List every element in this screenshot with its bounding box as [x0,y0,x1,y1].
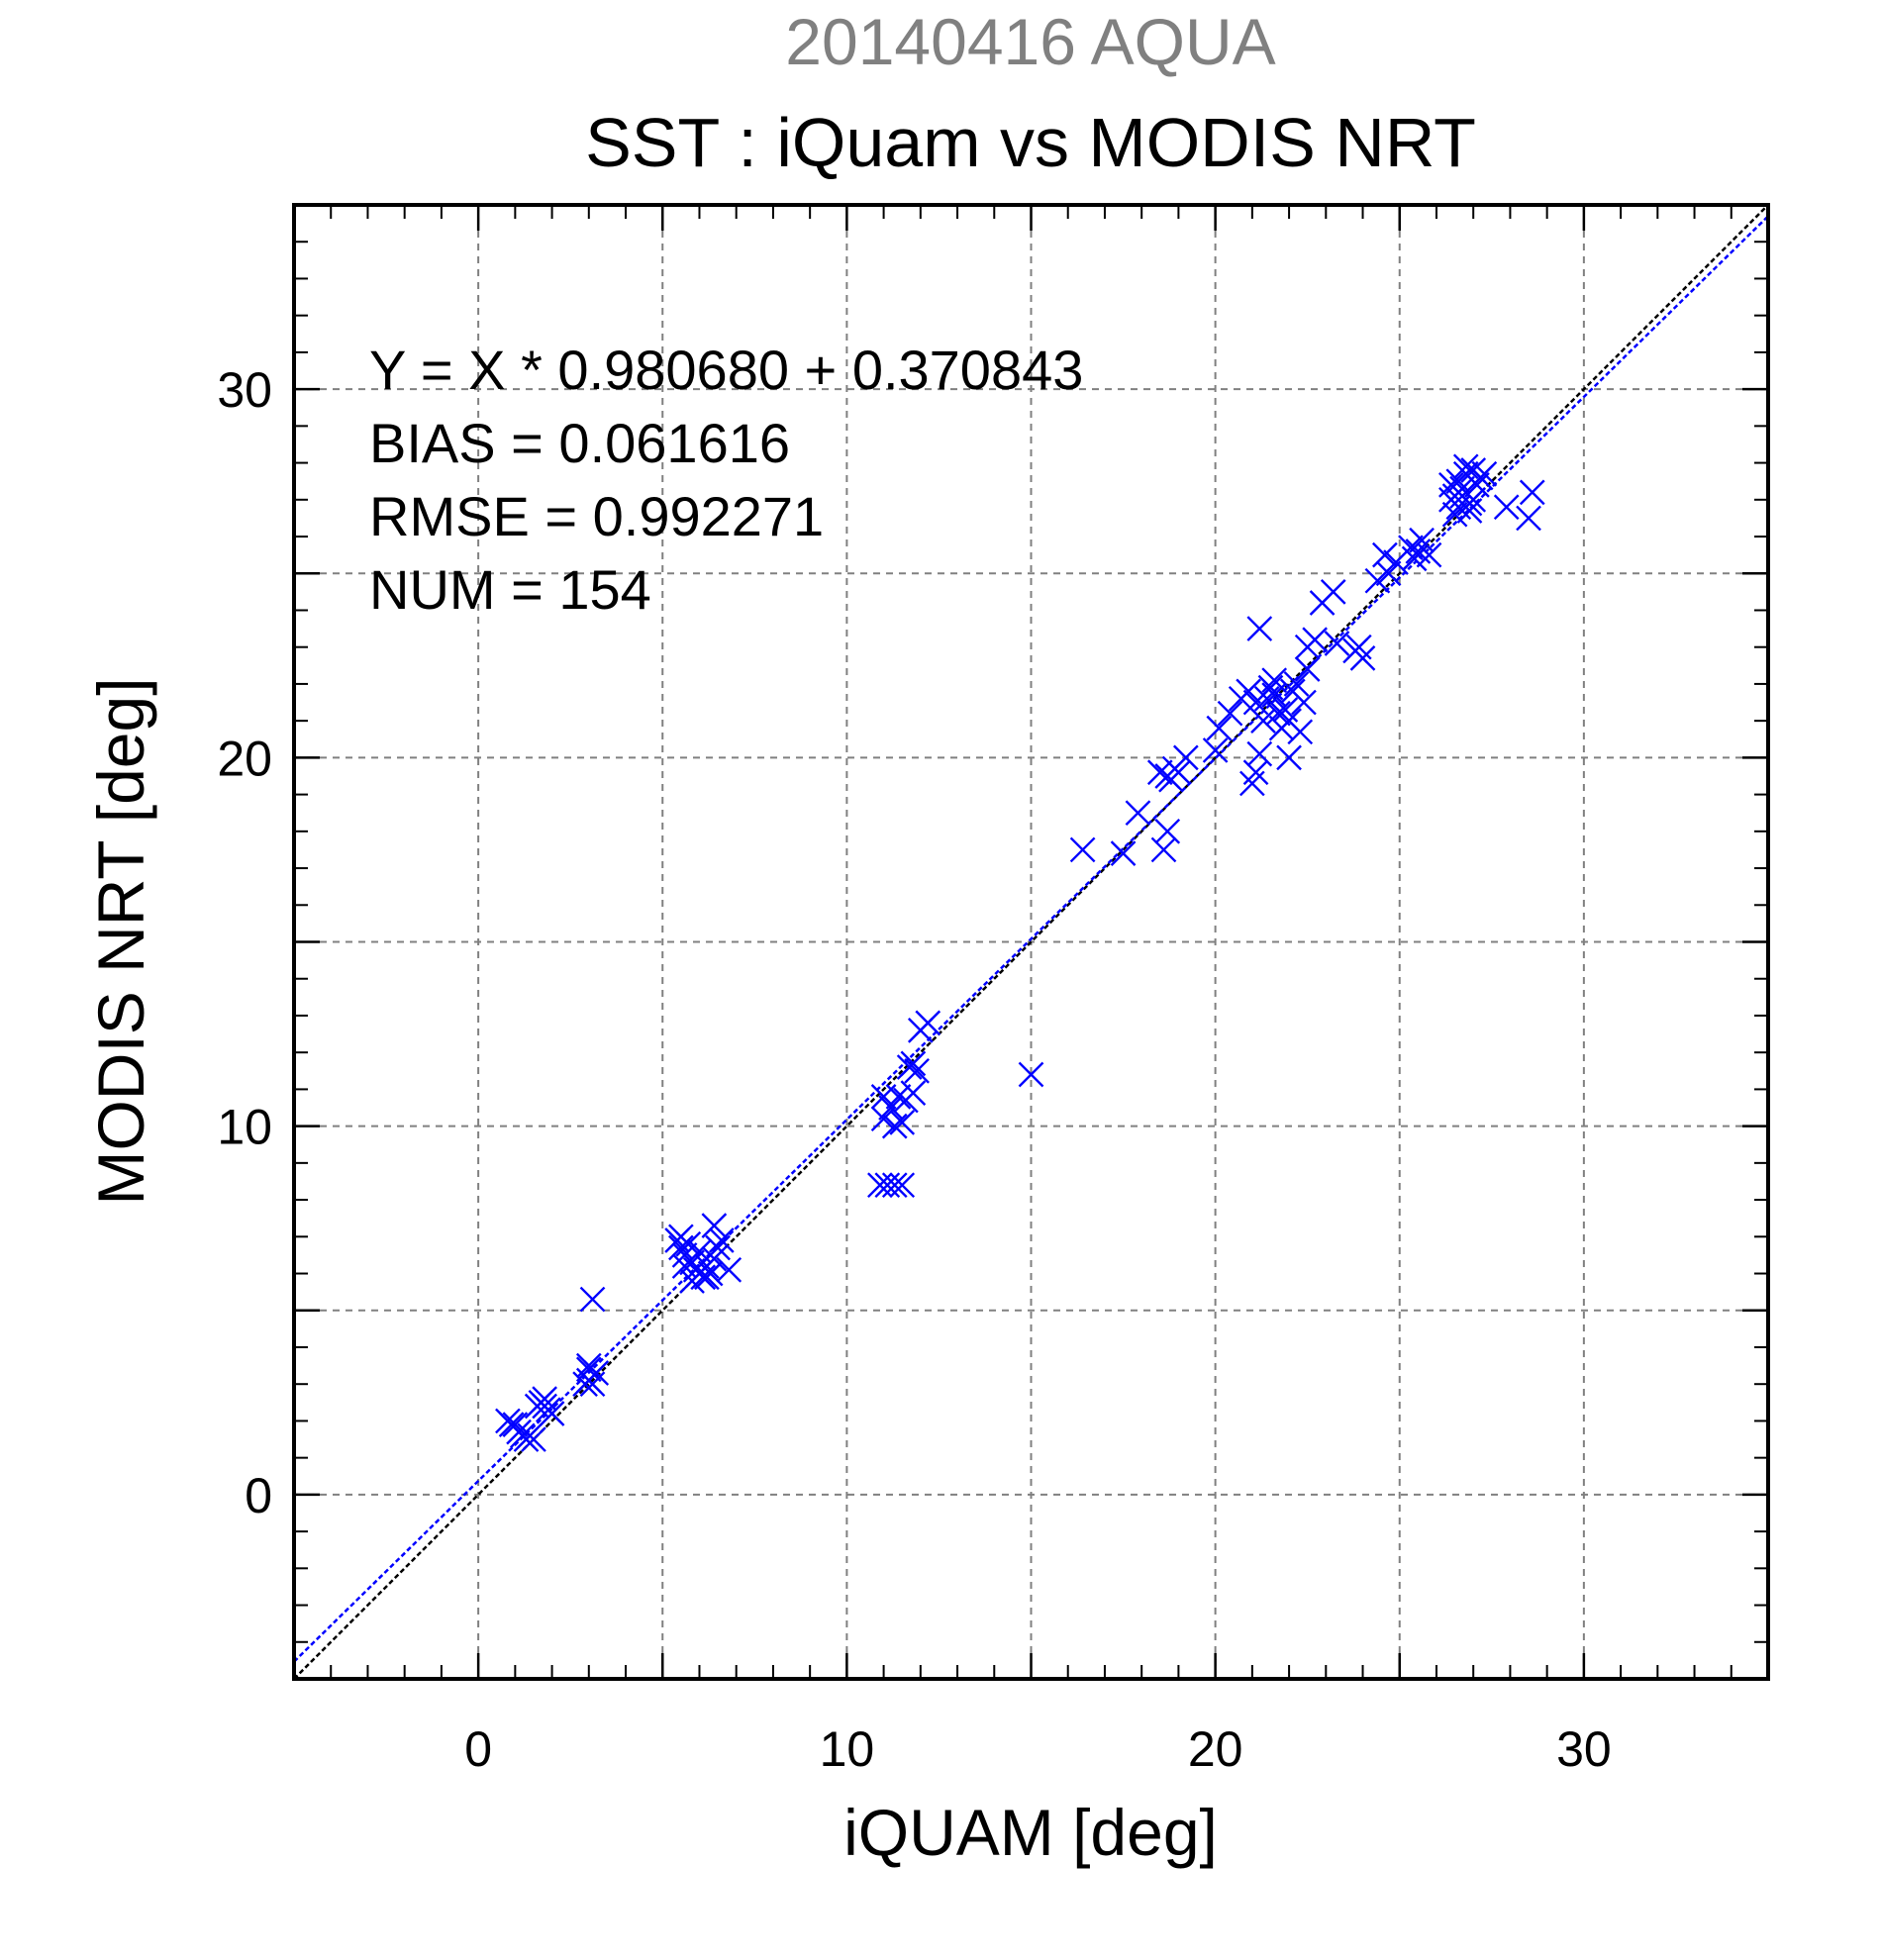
x-tick-label: 20 [1188,1721,1243,1777]
data-point [1206,715,1233,741]
data-point [521,1426,546,1452]
identity-line [293,204,1769,1680]
data-point [668,1234,694,1261]
x-tick-label: 30 [1556,1721,1612,1777]
reference-lines [293,204,1769,1680]
data-point [1471,460,1498,487]
data-point [1375,560,1402,587]
minor-ticks [294,205,1768,1679]
data-point [1158,766,1184,793]
data-point [1401,545,1428,572]
data-point [1302,627,1328,653]
data-point [1516,505,1541,532]
data-point [1125,800,1151,827]
data-point [1261,682,1288,708]
y-tick-label: 10 [217,1100,272,1155]
data-point [900,1050,927,1077]
data-point [1250,708,1276,734]
data-point [694,1264,720,1291]
x-tick-label: 10 [820,1721,875,1777]
rmse-stat: RMSE = 0.992271 [369,485,824,547]
data-point [579,1286,606,1313]
data-point [1452,453,1479,480]
data-point [1236,678,1261,705]
data-point [502,1412,529,1437]
data-point [1150,836,1177,863]
plot-frame [292,203,1770,1681]
data-point [889,1110,916,1135]
data-point [1154,818,1181,844]
data-point [881,1172,908,1199]
major-ticks [294,205,1768,1679]
data-point [708,1227,735,1253]
data-point [575,1356,602,1383]
y-tick-label: 20 [217,731,272,786]
data-point [1464,472,1490,498]
data-point [532,1386,557,1412]
data-point [1246,616,1273,641]
data-point [915,1010,941,1036]
x-axis-label: iQUAM [deg] [843,1796,1218,1869]
data-point [1172,744,1199,771]
data-point [1146,759,1173,786]
y-tick-label: 0 [245,1468,272,1523]
data-point [1409,527,1435,553]
data-point [1349,645,1376,671]
data-point [1291,689,1317,716]
stats-box: Y = X * 0.980680 + 0.370843 BIAS = 0.061… [369,339,1083,621]
data-point [1372,541,1398,568]
y-tick-label: 30 [217,362,272,418]
data-point [1069,836,1096,863]
data-point [1276,708,1302,734]
x-tick-label: 0 [464,1721,492,1777]
data-point [671,1253,698,1279]
data-point [572,1371,598,1398]
data-point [539,1401,565,1426]
grid-lines [294,205,1768,1679]
data-point [1438,486,1464,513]
data-point [1018,1061,1044,1088]
data-point [1294,656,1321,682]
data-point [1441,501,1468,528]
data-point [904,1057,930,1084]
tick-labels: 0 10 20 30 0 10 20 30 [217,362,1611,1777]
chart-date-label: 20140416 AQUA [785,5,1275,78]
data-point [1283,671,1310,697]
data-point [1202,737,1229,763]
data-point [701,1213,728,1238]
data-point [1217,700,1243,727]
data-point [1276,744,1302,771]
data-point [1493,494,1520,521]
data-point [1320,579,1346,605]
data-point [870,1083,897,1110]
data-point [1416,541,1442,568]
data-points [495,453,1545,1452]
data-point [881,1113,908,1139]
chart-title: SST : iQuam vs MODIS NRT [585,104,1476,181]
data-point [716,1256,742,1283]
data-point [1246,740,1273,767]
bias-stat: BIAS = 0.061616 [369,412,790,474]
data-point [1519,479,1545,506]
num-stat: NUM = 154 [369,558,651,621]
fit-line [293,215,1769,1663]
data-point [889,1172,916,1199]
data-point [1110,840,1137,867]
data-point [1460,486,1487,513]
data-point [900,1080,927,1106]
data-point [870,1106,897,1132]
fit-equation: Y = X * 0.980680 + 0.370843 [369,339,1083,401]
data-point [1324,631,1350,656]
y-axis-label: MODIS NRT [deg] [84,677,157,1205]
data-point [1257,674,1284,701]
data-point [885,1083,912,1110]
